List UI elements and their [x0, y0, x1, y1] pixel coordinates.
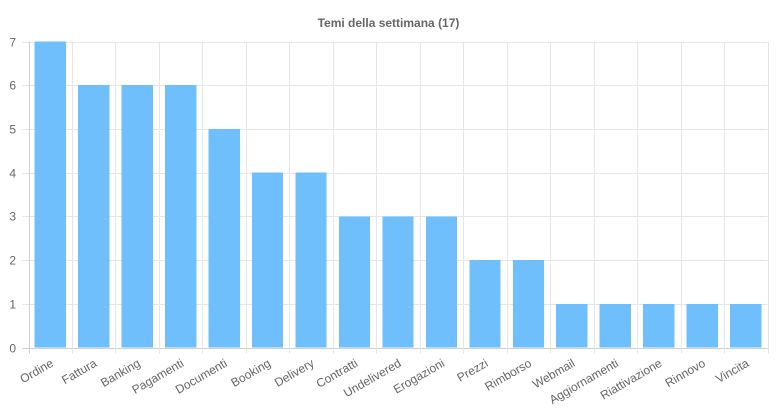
y-tick-label: 1: [9, 298, 16, 312]
bar-undelivered[interactable]: [382, 216, 414, 348]
y-tick-label: 4: [9, 167, 16, 181]
x-tick-label: Rinnovo: [663, 356, 708, 390]
bar-aggiornamenti[interactable]: [599, 303, 631, 348]
bar-documenti[interactable]: [208, 128, 240, 348]
bar-ordine[interactable]: [34, 41, 66, 348]
y-axis-ticks: 0 1 2 3 4 5 6 7: [9, 36, 16, 356]
bar-delivery[interactable]: [295, 172, 327, 348]
x-tick-label: Delivery: [272, 356, 317, 390]
x-tick-label: Rimborso: [482, 356, 534, 394]
y-tick-label: 2: [9, 254, 16, 268]
bar-fattura[interactable]: [78, 85, 110, 348]
y-tick-label: 3: [9, 210, 16, 224]
bar-contratti[interactable]: [338, 216, 371, 348]
bar-riattivazione[interactable]: [643, 303, 675, 348]
bar-webmail[interactable]: [556, 303, 588, 348]
bar-rinnovo[interactable]: [686, 303, 718, 348]
bar-rimborso[interactable]: [512, 260, 545, 348]
x-tick-label: Fattura: [59, 356, 99, 387]
x-axis-ticks: Ordine FatturaBankingPagamentiDocumentiBo…: [18, 356, 752, 407]
bar-erogazioni[interactable]: [425, 216, 458, 348]
y-tick-label: 7: [9, 36, 16, 50]
bar-booking[interactable]: [251, 172, 284, 348]
x-tick-label: Vincita: [713, 356, 751, 386]
bar-vincita[interactable]: [730, 303, 762, 348]
bar-layer: [34, 41, 762, 348]
y-tick-label: 0: [9, 342, 16, 356]
bar-prezzi[interactable]: [469, 260, 501, 348]
y-tick-label: 5: [9, 123, 16, 137]
bar-pagamenti[interactable]: [165, 85, 197, 348]
chart-title: Temi della settimana (17): [318, 16, 460, 30]
x-tick-label: Booking: [229, 356, 274, 390]
bar-banking[interactable]: [121, 85, 153, 348]
y-tick-label: 6: [9, 79, 16, 93]
x-tick-label: Ordine: [18, 356, 56, 386]
